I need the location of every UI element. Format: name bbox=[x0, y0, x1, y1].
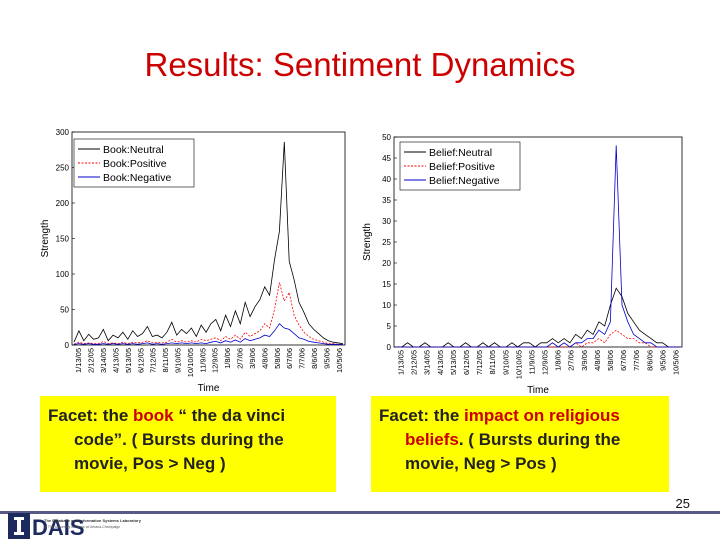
x-tick-label: 6/7/06 bbox=[285, 348, 294, 369]
logo-caption-1: The Database and Information Systems Lab… bbox=[44, 518, 142, 523]
x-tick-label: 1/8/06 bbox=[223, 348, 232, 369]
logo-caption-2: at The University of Illinois at Urbana-… bbox=[44, 525, 120, 529]
y-tick-label: 40 bbox=[382, 175, 391, 184]
x-tick-label: 9/5/06 bbox=[658, 350, 667, 371]
facet-highlight-2: beliefs bbox=[405, 430, 459, 449]
x-tick-label: 7/12/05 bbox=[475, 350, 484, 375]
x-tick-label: 9/5/06 bbox=[322, 348, 331, 369]
y-tick-label: 100 bbox=[56, 270, 70, 279]
y-tick-label: 5 bbox=[387, 322, 392, 331]
y-tick-label: 20 bbox=[382, 259, 391, 268]
x-tick-label: 4/8/06 bbox=[260, 348, 269, 369]
y-axis-label: Strength bbox=[362, 223, 373, 261]
x-tick-label: 6/12/05 bbox=[462, 350, 471, 375]
x-tick-label: 10/5/06 bbox=[671, 350, 680, 375]
series-line bbox=[396, 287, 680, 348]
x-tick-label: 6/12/05 bbox=[136, 348, 145, 373]
y-tick-label: 150 bbox=[56, 235, 70, 244]
x-tick-label: 7/7/06 bbox=[298, 348, 307, 369]
x-tick-label: 1/8/06 bbox=[554, 350, 563, 371]
x-tick-label: 4/13/05 bbox=[111, 348, 120, 373]
x-tick-label: 10/10/05 bbox=[186, 348, 195, 377]
facet-text: “ the da vinci bbox=[173, 406, 286, 425]
y-tick-label: 50 bbox=[60, 306, 69, 315]
y-tick-label: 300 bbox=[56, 128, 70, 137]
x-tick-label: 11/9/05 bbox=[198, 348, 207, 372]
y-tick-label: 35 bbox=[382, 196, 391, 205]
x-axis-label: Time bbox=[198, 383, 220, 394]
slide-title: Results: Sentiment Dynamics bbox=[144, 46, 576, 83]
x-tick-label: 2/7/06 bbox=[567, 350, 576, 371]
book-sentiment-chart: 0 50 100 150 200 250 300 Strength 1/13/05 2/12/05… bbox=[40, 128, 346, 394]
legend-label: Belief:Negative bbox=[429, 175, 500, 187]
x-tick-label: 11/9/05 bbox=[527, 350, 536, 374]
x-tick-label: 3/14/05 bbox=[99, 348, 108, 373]
x-tick-label: 4/8/06 bbox=[593, 350, 602, 371]
x-tick-label: 5/13/05 bbox=[124, 348, 133, 373]
y-tick-label: 45 bbox=[382, 154, 391, 163]
legend-label: Book:Negative bbox=[103, 172, 171, 184]
facet-box-beliefs: Facet: the impact on religious beliefs. … bbox=[371, 396, 669, 492]
dais-logo-letters: DAIS bbox=[32, 515, 85, 540]
y-tick-label: 0 bbox=[387, 343, 392, 352]
x-tick-label: 12/9/05 bbox=[541, 350, 550, 375]
x-tick-label: 3/9/06 bbox=[248, 348, 257, 369]
x-tick-label: 8/11/05 bbox=[161, 348, 170, 372]
x-tick-label: 10/10/05 bbox=[514, 350, 523, 379]
y-tick-label: 25 bbox=[382, 238, 391, 247]
x-tick-label: 3/14/05 bbox=[423, 350, 432, 375]
footer-divider bbox=[0, 511, 720, 514]
belief-sentiment-chart: 0 5 10 15 20 25 30 35 40 45 50 Strength 1/13/05 2/12/… bbox=[362, 133, 683, 396]
facet-highlight: impact on religious bbox=[464, 406, 620, 425]
y-tick-label: 50 bbox=[382, 133, 391, 142]
facet-line-3: movie, Pos > Neg ) bbox=[74, 454, 226, 473]
x-tick-label: 8/6/06 bbox=[645, 350, 654, 371]
legend-label: Belief:Neutral bbox=[429, 147, 492, 159]
x-tick-label: 12/9/05 bbox=[211, 348, 220, 373]
facet-line-2: beliefs. ( Bursts during the bbox=[405, 430, 621, 449]
x-tick-label: 5/13/05 bbox=[449, 350, 458, 375]
facet-prefix: Facet: the bbox=[48, 406, 134, 425]
x-tick-label: 7/12/05 bbox=[149, 348, 158, 373]
x-tick-label: 8/6/06 bbox=[310, 348, 319, 369]
x-tick-label: 10/5/06 bbox=[335, 348, 344, 373]
y-tick-label: 30 bbox=[382, 217, 391, 226]
facet-line-3: movie, Neg > Pos ) bbox=[405, 454, 557, 473]
facet-line-2: code”. ( Bursts during the bbox=[74, 430, 284, 449]
x-axis-label: Time bbox=[527, 385, 549, 396]
x-tick-label: 2/12/05 bbox=[410, 350, 419, 375]
y-tick-label: 200 bbox=[56, 199, 70, 208]
x-tick-label: 2/12/05 bbox=[87, 348, 96, 373]
facet-prefix: Facet: the bbox=[379, 406, 465, 425]
x-tick-label: 5/8/06 bbox=[273, 348, 282, 369]
y-tick-label: 250 bbox=[56, 164, 70, 173]
facet-box-book: Facet: the book “ the da vinci code”. ( … bbox=[40, 396, 336, 492]
x-tick-label: 3/9/06 bbox=[580, 350, 589, 371]
y-axis-label: Strength bbox=[40, 220, 51, 258]
x-tick-label: 9/10/05 bbox=[501, 350, 510, 375]
y-tick-label: 0 bbox=[65, 341, 70, 350]
x-tick-label: 8/11/05 bbox=[488, 350, 497, 374]
x-tick-label: 1/13/05 bbox=[74, 348, 83, 373]
series-line bbox=[73, 141, 344, 344]
legend-label: Belief:Positive bbox=[429, 161, 495, 173]
x-tick-label: 7/7/06 bbox=[632, 350, 641, 371]
dais-logo: DAIS The Database and Information System… bbox=[8, 513, 142, 540]
y-tick-label: 15 bbox=[382, 280, 391, 289]
legend-label: Book:Neutral bbox=[103, 144, 164, 156]
x-tick-label: 9/10/05 bbox=[173, 348, 182, 373]
x-tick-label: 1/13/05 bbox=[397, 350, 406, 375]
series-line bbox=[73, 323, 343, 345]
legend-label: Book:Positive bbox=[103, 158, 167, 170]
x-tick-label: 2/7/06 bbox=[236, 348, 245, 369]
x-tick-label: 5/8/06 bbox=[606, 350, 615, 371]
series-line bbox=[396, 145, 680, 348]
facet-highlight: book bbox=[133, 406, 174, 425]
y-tick-label: 10 bbox=[382, 301, 391, 310]
series-line bbox=[73, 282, 343, 345]
x-tick-label: 6/7/06 bbox=[619, 350, 628, 371]
page-number: 25 bbox=[675, 496, 690, 511]
x-tick-label: 4/13/05 bbox=[436, 350, 445, 375]
